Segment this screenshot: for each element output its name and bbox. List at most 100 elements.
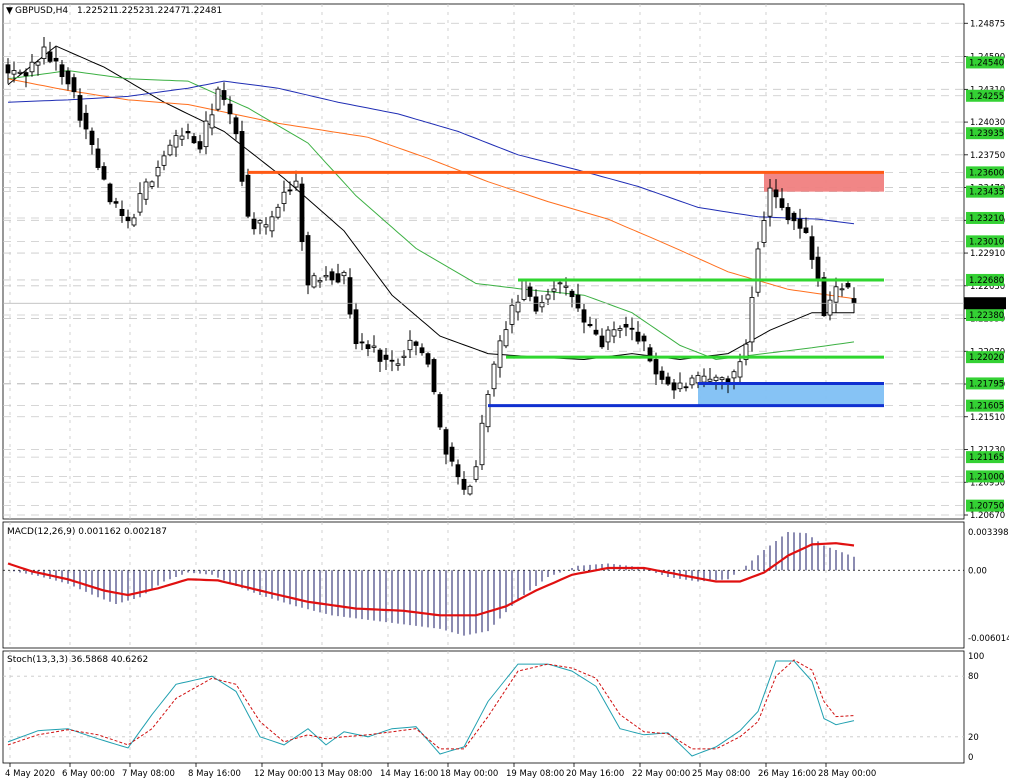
candle-body xyxy=(221,90,227,100)
candle-body xyxy=(365,344,371,350)
candle-body xyxy=(635,331,641,342)
candle-body xyxy=(491,363,497,390)
candle-body xyxy=(431,359,437,393)
candle-body xyxy=(359,341,365,344)
candle-body xyxy=(17,71,23,74)
x-tick-label: 28 May 00:00 xyxy=(818,769,876,779)
x-tick-label: 13 May 08:00 xyxy=(314,769,372,779)
price-tag-label: 1.23210 xyxy=(969,214,1004,224)
candle-body xyxy=(701,375,707,383)
x-tick-label: 8 May 16:00 xyxy=(188,769,241,779)
levels xyxy=(3,170,964,408)
candle-body xyxy=(209,114,215,129)
current-price-tag xyxy=(964,297,1006,310)
x-tick-label: 26 May 16:00 xyxy=(758,769,816,779)
macd-pane xyxy=(2,521,965,649)
candle-body xyxy=(575,294,581,309)
candle-body xyxy=(131,217,137,226)
candle-body xyxy=(827,299,833,316)
candle-body xyxy=(653,359,659,375)
macd-tick-label: -0.006014 xyxy=(968,634,1009,644)
zones xyxy=(698,172,884,406)
stoch-main-line xyxy=(7,660,855,757)
candle-body xyxy=(749,297,755,343)
ma-orange xyxy=(7,78,855,300)
y-tick-label: 1.24875 xyxy=(970,19,1005,29)
candle-body xyxy=(533,296,539,312)
candle-body xyxy=(347,277,353,315)
y-tick-label: 1.20670 xyxy=(970,511,1005,521)
header-close: 1.22481 xyxy=(185,6,222,16)
candle-body xyxy=(797,218,803,229)
candle-body xyxy=(5,64,11,74)
x-tick-label: 18 May 00:00 xyxy=(440,769,498,779)
price-tag-bg xyxy=(966,185,1004,198)
candle-body xyxy=(11,70,17,75)
candle-body xyxy=(509,304,515,325)
price-tag-label: 1.21605 xyxy=(969,402,1004,412)
candle-body xyxy=(683,386,689,389)
candle-body xyxy=(287,189,293,192)
candle-body xyxy=(737,361,743,378)
candle-body xyxy=(371,345,377,348)
candle-body xyxy=(563,285,569,288)
price-tag-label: 1.22680 xyxy=(969,276,1004,286)
macd-tick-label: 0.003398 xyxy=(968,528,1009,538)
price-tag-label: 1.23435 xyxy=(969,188,1004,198)
candle-body xyxy=(77,95,83,121)
candle-body xyxy=(785,207,791,221)
y-tick-label: 1.22630 xyxy=(970,282,1005,292)
candle-body xyxy=(407,339,413,351)
candle-body xyxy=(239,131,245,182)
candle-body xyxy=(71,77,77,93)
candle-body xyxy=(659,370,665,380)
candle-body xyxy=(203,120,209,148)
candle-body xyxy=(587,323,593,327)
candle-body xyxy=(665,376,671,385)
price-tag-bg xyxy=(966,273,1004,286)
candle-body xyxy=(605,329,611,343)
candle-body xyxy=(713,376,719,381)
candle-body xyxy=(503,329,509,347)
candle-body xyxy=(137,193,143,213)
price-tag-label: 1.21165 xyxy=(969,453,1004,463)
candle-body xyxy=(761,220,767,243)
candle-body xyxy=(629,327,635,330)
candle-body xyxy=(383,354,389,360)
x-tick-label: 7 May 08:00 xyxy=(122,769,175,779)
candle-body xyxy=(485,394,491,428)
price-tag-bg xyxy=(966,89,1004,102)
candle-body xyxy=(767,187,773,217)
candle-body xyxy=(377,349,383,362)
candle-body xyxy=(677,382,683,390)
price-tag-label: 1.22380 xyxy=(969,311,1004,321)
header-high: 1.22523 xyxy=(113,6,150,16)
candle-body xyxy=(47,51,53,62)
price-tag-bg xyxy=(966,351,1004,364)
candle-body xyxy=(845,283,851,288)
resistance-zone xyxy=(764,172,884,192)
macd-signal-line xyxy=(7,542,855,617)
y-tick-label: 1.23750 xyxy=(970,151,1005,161)
candle-body xyxy=(89,130,95,145)
candle-body xyxy=(467,485,473,495)
x-tick-label: 22 May 00:00 xyxy=(632,769,690,779)
candle-body xyxy=(227,103,233,115)
candle-body xyxy=(59,64,65,78)
candle-body xyxy=(803,227,809,234)
stoch-tick-label: 80 xyxy=(968,672,979,682)
candle-body xyxy=(41,46,47,59)
stoch-title: Stoch(13,3,3) 36.5868 40.6262 xyxy=(7,655,148,665)
candle-body xyxy=(35,61,41,66)
candle-body xyxy=(53,57,59,62)
candle-body xyxy=(539,301,545,308)
candle-body xyxy=(443,429,449,455)
candle-body xyxy=(545,294,551,300)
candle-body xyxy=(791,212,797,222)
y-tick-label: 1.22910 xyxy=(970,249,1005,259)
candle-body xyxy=(389,359,395,362)
price-tag-bg xyxy=(966,451,1004,464)
candle-body xyxy=(419,347,425,354)
candle-body xyxy=(671,382,677,391)
time-axis: 4 May 2020 6 May 00:00 7 May 08:00 8 May 16… xyxy=(5,763,876,779)
